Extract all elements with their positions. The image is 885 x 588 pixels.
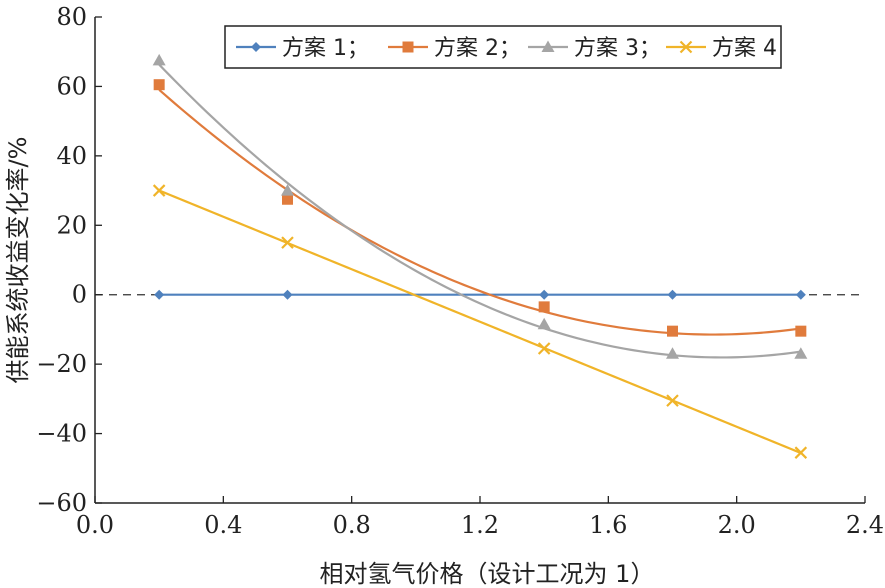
x-marker-stroke: [281, 236, 294, 249]
x-tick-label: 1.6: [589, 511, 627, 539]
y-tick-label: 0: [72, 281, 87, 309]
data-point-series-1: [539, 289, 550, 300]
data-point-series-1: [795, 289, 806, 300]
y-tick-label: −60: [36, 489, 87, 517]
x-tick-label: 2.4: [846, 511, 884, 539]
y-tick-label: 20: [56, 211, 87, 239]
legend-marker: [402, 41, 414, 53]
data-point-series-2: [667, 325, 678, 337]
data-point-series-1: [667, 289, 678, 300]
data-point-series-4: [666, 394, 679, 407]
legend-marker: [679, 40, 693, 54]
y-axis-title: 供能系统收益变化率/%: [4, 137, 32, 384]
series-line-4: [158, 189, 802, 455]
x-marker-stroke: [794, 446, 808, 459]
x-marker-stroke: [152, 184, 166, 197]
data-point-series-3: [537, 317, 551, 330]
data-point-series-1: [154, 289, 165, 300]
data-point-series-4: [152, 184, 166, 197]
series-line-2: [158, 88, 801, 336]
x-tick-label: 0.0: [76, 511, 114, 539]
data-point-series-3: [794, 347, 808, 359]
data-point-series-3: [281, 184, 294, 196]
x-marker-stroke: [679, 40, 693, 54]
data-point-series-4: [537, 342, 551, 355]
points-layer: [152, 53, 808, 459]
y-tick-label: 60: [56, 72, 87, 100]
x-tick-label: 0.4: [204, 511, 242, 539]
data-point-series-2: [795, 325, 807, 337]
x-axis-title: 相对氢气价格（设计工况为 1）: [320, 560, 655, 588]
curves-layer: [158, 63, 802, 455]
data-point-series-2: [153, 79, 165, 91]
x-marker-stroke: [666, 394, 679, 407]
data-point-series-3: [666, 347, 679, 359]
legend-marker: [541, 40, 555, 52]
y-tick-label: 80: [56, 3, 87, 31]
x-marker-stroke: [537, 342, 551, 355]
legend: 方案 1； 方案 2； 方案 3； 方案 4: [224, 25, 782, 69]
data-point-series-2: [538, 301, 550, 313]
legend-marker: [251, 42, 261, 52]
legend-label: 方案 4: [712, 36, 777, 61]
series-line-3: [158, 63, 801, 359]
y-tick-label: 40: [56, 142, 87, 170]
legend-label: 方案 2；: [434, 36, 521, 61]
x-tick-label: 1.2: [461, 511, 499, 539]
y-tick-label: −40: [36, 420, 87, 448]
data-point-series-4: [794, 446, 808, 459]
axes-layer: −60 −40 −20 0 20 40 60 80 0.0 0.4 0.8 1.2 1.6 2.0 2.4: [36, 3, 884, 539]
legend-label: 方案 1；: [282, 36, 369, 61]
data-point-series-1: [282, 289, 293, 300]
data-point-series-4: [281, 236, 294, 249]
x-tick-label: 2.0: [718, 511, 756, 539]
x-tick-label: 0.8: [333, 511, 371, 539]
data-point-series-2: [282, 193, 293, 205]
legend-label: 方案 3；: [574, 36, 661, 61]
y-tick-label: −20: [36, 350, 87, 378]
data-point-series-3: [152, 53, 166, 66]
